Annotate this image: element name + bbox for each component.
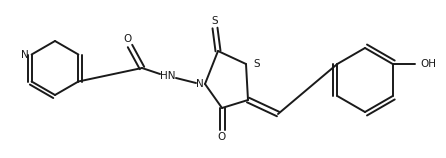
Text: O: O [123, 34, 131, 44]
Text: HN: HN [160, 71, 176, 81]
Text: OH: OH [421, 59, 437, 69]
Text: S: S [212, 16, 218, 26]
Text: S: S [253, 59, 260, 69]
Text: O: O [218, 132, 226, 142]
Text: N: N [21, 49, 29, 60]
Text: N: N [196, 79, 204, 89]
